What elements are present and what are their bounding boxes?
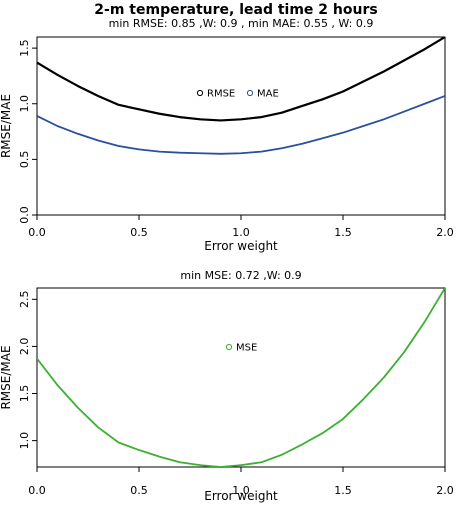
y-tick-label: 1.5 — [18, 385, 31, 403]
x-tick-label: 2.0 — [436, 226, 454, 239]
y-tick-label: 2.5 — [18, 291, 31, 309]
x-tick-label: 0.0 — [28, 226, 46, 239]
main-title: 2-m temperature, lead time 2 hours — [94, 2, 377, 18]
series-line-mse — [37, 288, 445, 467]
panel-subtitle: min RMSE: 0.85 ,W: 0.9 , min MAE: 0.55 ,… — [109, 17, 374, 30]
legend-marker-mse — [225, 343, 233, 351]
y-axis-label: RMSE/MAE — [0, 345, 13, 409]
x-tick-label: 1.0 — [232, 226, 250, 239]
x-tick-label: 0.0 — [28, 484, 46, 497]
x-axis-label: Error weight — [204, 239, 278, 253]
top-panel: min RMSE: 0.85 ,W: 0.9 , min MAE: 0.55 ,… — [0, 17, 454, 253]
bottom-panel: min MSE: 0.72 ,W: 0.9 0.0 0.5 1.0 1.5 2.0 1.0 1… — [0, 269, 454, 503]
y-tick-label: 1.5 — [18, 39, 31, 57]
legend-label-mse: MSE — [236, 343, 257, 354]
panel-subtitle: min MSE: 0.72 ,W: 0.9 — [180, 269, 301, 282]
legend-label-rmse: RMSE — [207, 89, 235, 100]
legend-marker-mae — [246, 89, 254, 97]
x-tick-label: 1.5 — [334, 226, 352, 239]
y-tick-label: 1.0 — [18, 432, 31, 450]
x-tick-label: 0.5 — [130, 226, 148, 239]
x-tick-label: 1.0 — [232, 484, 250, 497]
plot-frame — [36, 36, 446, 216]
x-tick-label: 1.5 — [334, 484, 352, 497]
series-line-rmse — [37, 37, 445, 122]
y-tick-label: 2.0 — [18, 338, 31, 356]
y-tick-label: 1.0 — [18, 95, 31, 113]
legend-label-mae: MAE — [257, 89, 279, 100]
x-axis-label: Error weight — [204, 489, 278, 503]
x-tick-label: 0.5 — [130, 484, 148, 497]
y-tick-label: 0.0 — [18, 206, 31, 224]
x-tick-label: 2.0 — [436, 484, 454, 497]
y-axis-label: RMSE/MAE — [0, 94, 13, 158]
series-line-mae — [37, 95, 445, 155]
legend-marker-rmse — [196, 89, 204, 97]
y-tick-label: 0.5 — [18, 151, 31, 169]
